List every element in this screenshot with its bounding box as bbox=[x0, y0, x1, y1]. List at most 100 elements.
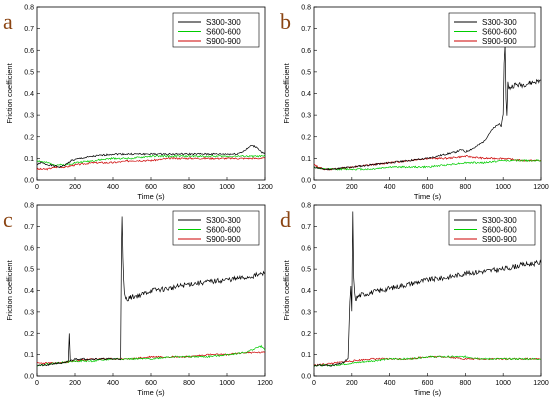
y-tick-label: 0.5 bbox=[24, 267, 34, 274]
x-tick-label: 800 bbox=[459, 184, 471, 191]
y-tick-label: 0.0 bbox=[301, 178, 311, 185]
x-tick-label: 600 bbox=[145, 184, 157, 191]
y-tick-label: 0.1 bbox=[24, 352, 34, 359]
legend-label: S900-900 bbox=[482, 37, 517, 46]
y-tick-label: 0.0 bbox=[301, 374, 311, 381]
series-line-s600-600 bbox=[313, 159, 542, 171]
y-tick-label: 0.7 bbox=[24, 224, 34, 231]
x-axis-title: Time (s) bbox=[414, 192, 442, 201]
y-tick-label: 0.1 bbox=[301, 352, 311, 359]
y-tick-label: 0.4 bbox=[24, 288, 34, 295]
x-tick-label: 800 bbox=[459, 380, 471, 387]
x-tick-label: 400 bbox=[107, 184, 119, 191]
x-tick-label: 1200 bbox=[533, 380, 549, 387]
y-tick-label: 0.0 bbox=[24, 374, 34, 381]
series-line-s300-300 bbox=[36, 144, 266, 169]
legend-label: S300-300 bbox=[206, 18, 241, 27]
y-tick-label: 0.2 bbox=[301, 331, 311, 338]
y-axis-title: Friction coefficient bbox=[5, 259, 14, 320]
y-tick-label: 0.6 bbox=[24, 245, 34, 252]
x-tick-label: 1000 bbox=[219, 184, 235, 191]
series-line-s600-600 bbox=[313, 355, 542, 367]
y-tick-label: 0.5 bbox=[24, 69, 34, 76]
y-tick-label: 0.3 bbox=[301, 113, 311, 120]
y-tick-label: 0.4 bbox=[301, 91, 311, 98]
x-tick-label: 0 bbox=[35, 184, 39, 191]
y-tick-label: 0.8 bbox=[24, 5, 34, 12]
series-line-s300-300 bbox=[313, 44, 542, 171]
y-tick-label: 0.6 bbox=[24, 48, 34, 55]
y-tick-label: 0.5 bbox=[301, 69, 311, 76]
y-tick-label: 0.1 bbox=[24, 156, 34, 163]
x-tick-label: 1200 bbox=[257, 184, 273, 191]
x-tick-label: 1200 bbox=[533, 184, 549, 191]
y-tick-label: 0.7 bbox=[301, 26, 311, 33]
x-tick-label: 400 bbox=[107, 380, 119, 387]
y-tick-label: 0.8 bbox=[24, 203, 34, 210]
legend-label: S600-600 bbox=[482, 28, 517, 37]
x-axis-title: Time (s) bbox=[137, 388, 165, 397]
x-tick-label: 200 bbox=[346, 380, 358, 387]
y-tick-label: 0.0 bbox=[24, 178, 34, 185]
panel-a: 0.0 0.1 0.2 0.3 0.4 0.5 0.6 0.7 0.8 0 200 400 600 800… bbox=[3, 5, 273, 202]
series-line-s600-600 bbox=[37, 344, 266, 367]
panel-letter: b bbox=[280, 9, 291, 34]
x-tick-label: 0 bbox=[312, 380, 316, 387]
x-tick-label: 1000 bbox=[219, 380, 235, 387]
panel-d: 0.0 0.1 0.2 0.3 0.4 0.5 0.6 0.7 0.8 0 200 400 600 800… bbox=[280, 203, 549, 398]
x-tick-label: 200 bbox=[69, 184, 81, 191]
x-tick-label: 400 bbox=[384, 184, 396, 191]
series-line-s300-300 bbox=[313, 211, 542, 367]
panel-b: 0.0 0.1 0.2 0.3 0.4 0.5 0.6 0.7 0.8 0 200 400 600 800… bbox=[280, 5, 549, 202]
legend-label: S300-300 bbox=[482, 18, 517, 27]
x-tick-label: 800 bbox=[183, 380, 195, 387]
y-tick-label: 0.2 bbox=[24, 134, 34, 141]
y-tick-label: 0.4 bbox=[24, 91, 34, 98]
y-axis-title: Friction coefficient bbox=[282, 259, 291, 320]
x-tick-label: 0 bbox=[35, 380, 39, 387]
legend-label: S900-900 bbox=[206, 37, 241, 46]
panel-c: 0.0 0.1 0.2 0.3 0.4 0.5 0.6 0.7 0.8 0 200 400 600 800… bbox=[3, 203, 273, 398]
legend-label: S600-600 bbox=[206, 226, 241, 235]
y-tick-label: 0.3 bbox=[301, 309, 311, 316]
series-line-s600-600 bbox=[36, 154, 266, 167]
panel-letter: d bbox=[280, 207, 291, 232]
x-tick-label: 800 bbox=[183, 184, 195, 191]
x-tick-label: 600 bbox=[422, 380, 434, 387]
y-tick-label: 0.8 bbox=[301, 5, 311, 12]
x-tick-label: 200 bbox=[346, 184, 358, 191]
x-tick-label: 400 bbox=[384, 380, 396, 387]
legend-label: S300-300 bbox=[482, 216, 517, 225]
y-tick-label: 0.5 bbox=[301, 267, 311, 274]
y-tick-label: 0.3 bbox=[24, 113, 34, 120]
panel-letter: c bbox=[3, 207, 13, 232]
y-tick-label: 0.6 bbox=[301, 48, 311, 55]
x-tick-label: 200 bbox=[69, 380, 81, 387]
x-tick-label: 1200 bbox=[257, 380, 273, 387]
y-tick-label: 0.6 bbox=[301, 245, 311, 252]
y-tick-label: 0.1 bbox=[301, 156, 311, 163]
x-tick-label: 600 bbox=[422, 184, 434, 191]
x-tick-label: 1000 bbox=[495, 184, 511, 191]
legend-label: S600-600 bbox=[206, 28, 241, 37]
y-tick-label: 0.7 bbox=[301, 224, 311, 231]
x-tick-label: 600 bbox=[145, 380, 157, 387]
x-tick-label: 1000 bbox=[495, 380, 511, 387]
panel-letter: a bbox=[3, 9, 13, 34]
legend-label: S900-900 bbox=[482, 235, 517, 244]
y-tick-label: 0.2 bbox=[301, 134, 311, 141]
legend-label: S600-600 bbox=[482, 226, 517, 235]
x-axis-title: Time (s) bbox=[414, 388, 442, 397]
series-line-s900-900 bbox=[36, 351, 266, 365]
y-tick-label: 0.3 bbox=[24, 309, 34, 316]
y-axis-title: Friction coefficient bbox=[5, 62, 14, 123]
y-tick-label: 0.7 bbox=[24, 26, 34, 33]
legend-label: S900-900 bbox=[206, 235, 241, 244]
y-axis-title: Friction coefficient bbox=[282, 62, 291, 123]
